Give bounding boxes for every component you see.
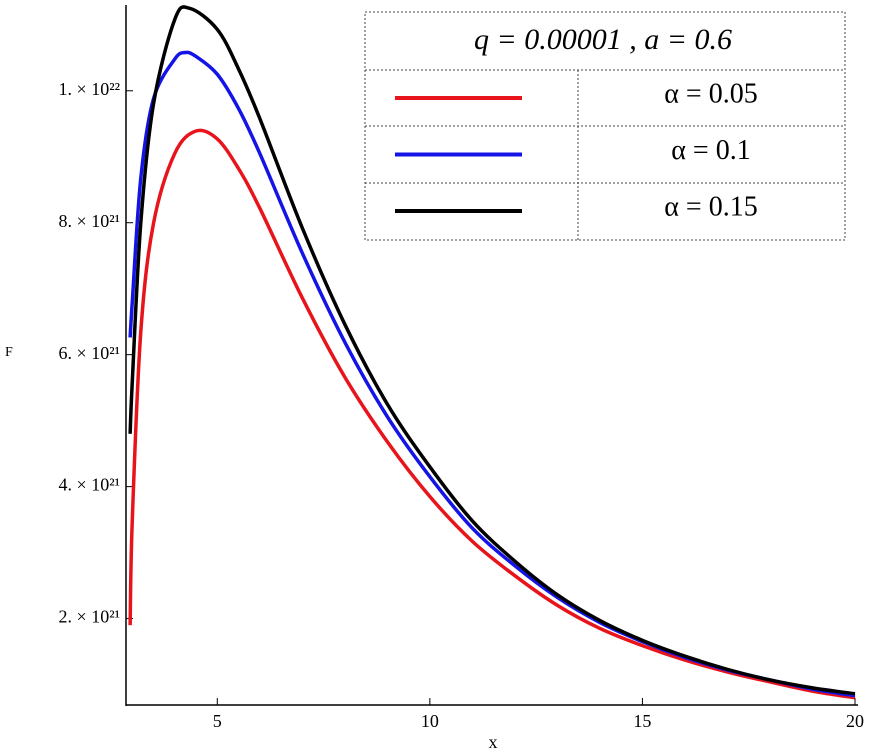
y-tick-label: 2. × 10²¹ — [59, 607, 120, 627]
x-tick-label: 5 — [213, 711, 222, 731]
legend-label: α = 0.05 — [664, 78, 757, 109]
line-series — [128, 128, 856, 700]
y-tick-label: 8. × 10²¹ — [59, 211, 120, 231]
legend-title: q = 0.00001 , a = 0.6 — [474, 23, 732, 56]
x-tick-label: 15 — [633, 711, 651, 731]
x-tick-label: 10 — [421, 711, 439, 731]
y-tick-label: 6. × 10²¹ — [59, 343, 120, 363]
legend — [364, 11, 846, 241]
line-series — [128, 5, 856, 696]
y-axis-label: F — [5, 345, 13, 360]
x-axis-label: x — [489, 732, 498, 752]
y-tick-label: 4. × 10²¹ — [59, 475, 120, 495]
y-tick-label: 1. × 10²² — [59, 79, 120, 99]
legend-label: α = 0.1 — [671, 135, 750, 166]
x-tick-label: 20 — [846, 711, 864, 731]
legend-label: α = 0.15 — [664, 191, 757, 222]
